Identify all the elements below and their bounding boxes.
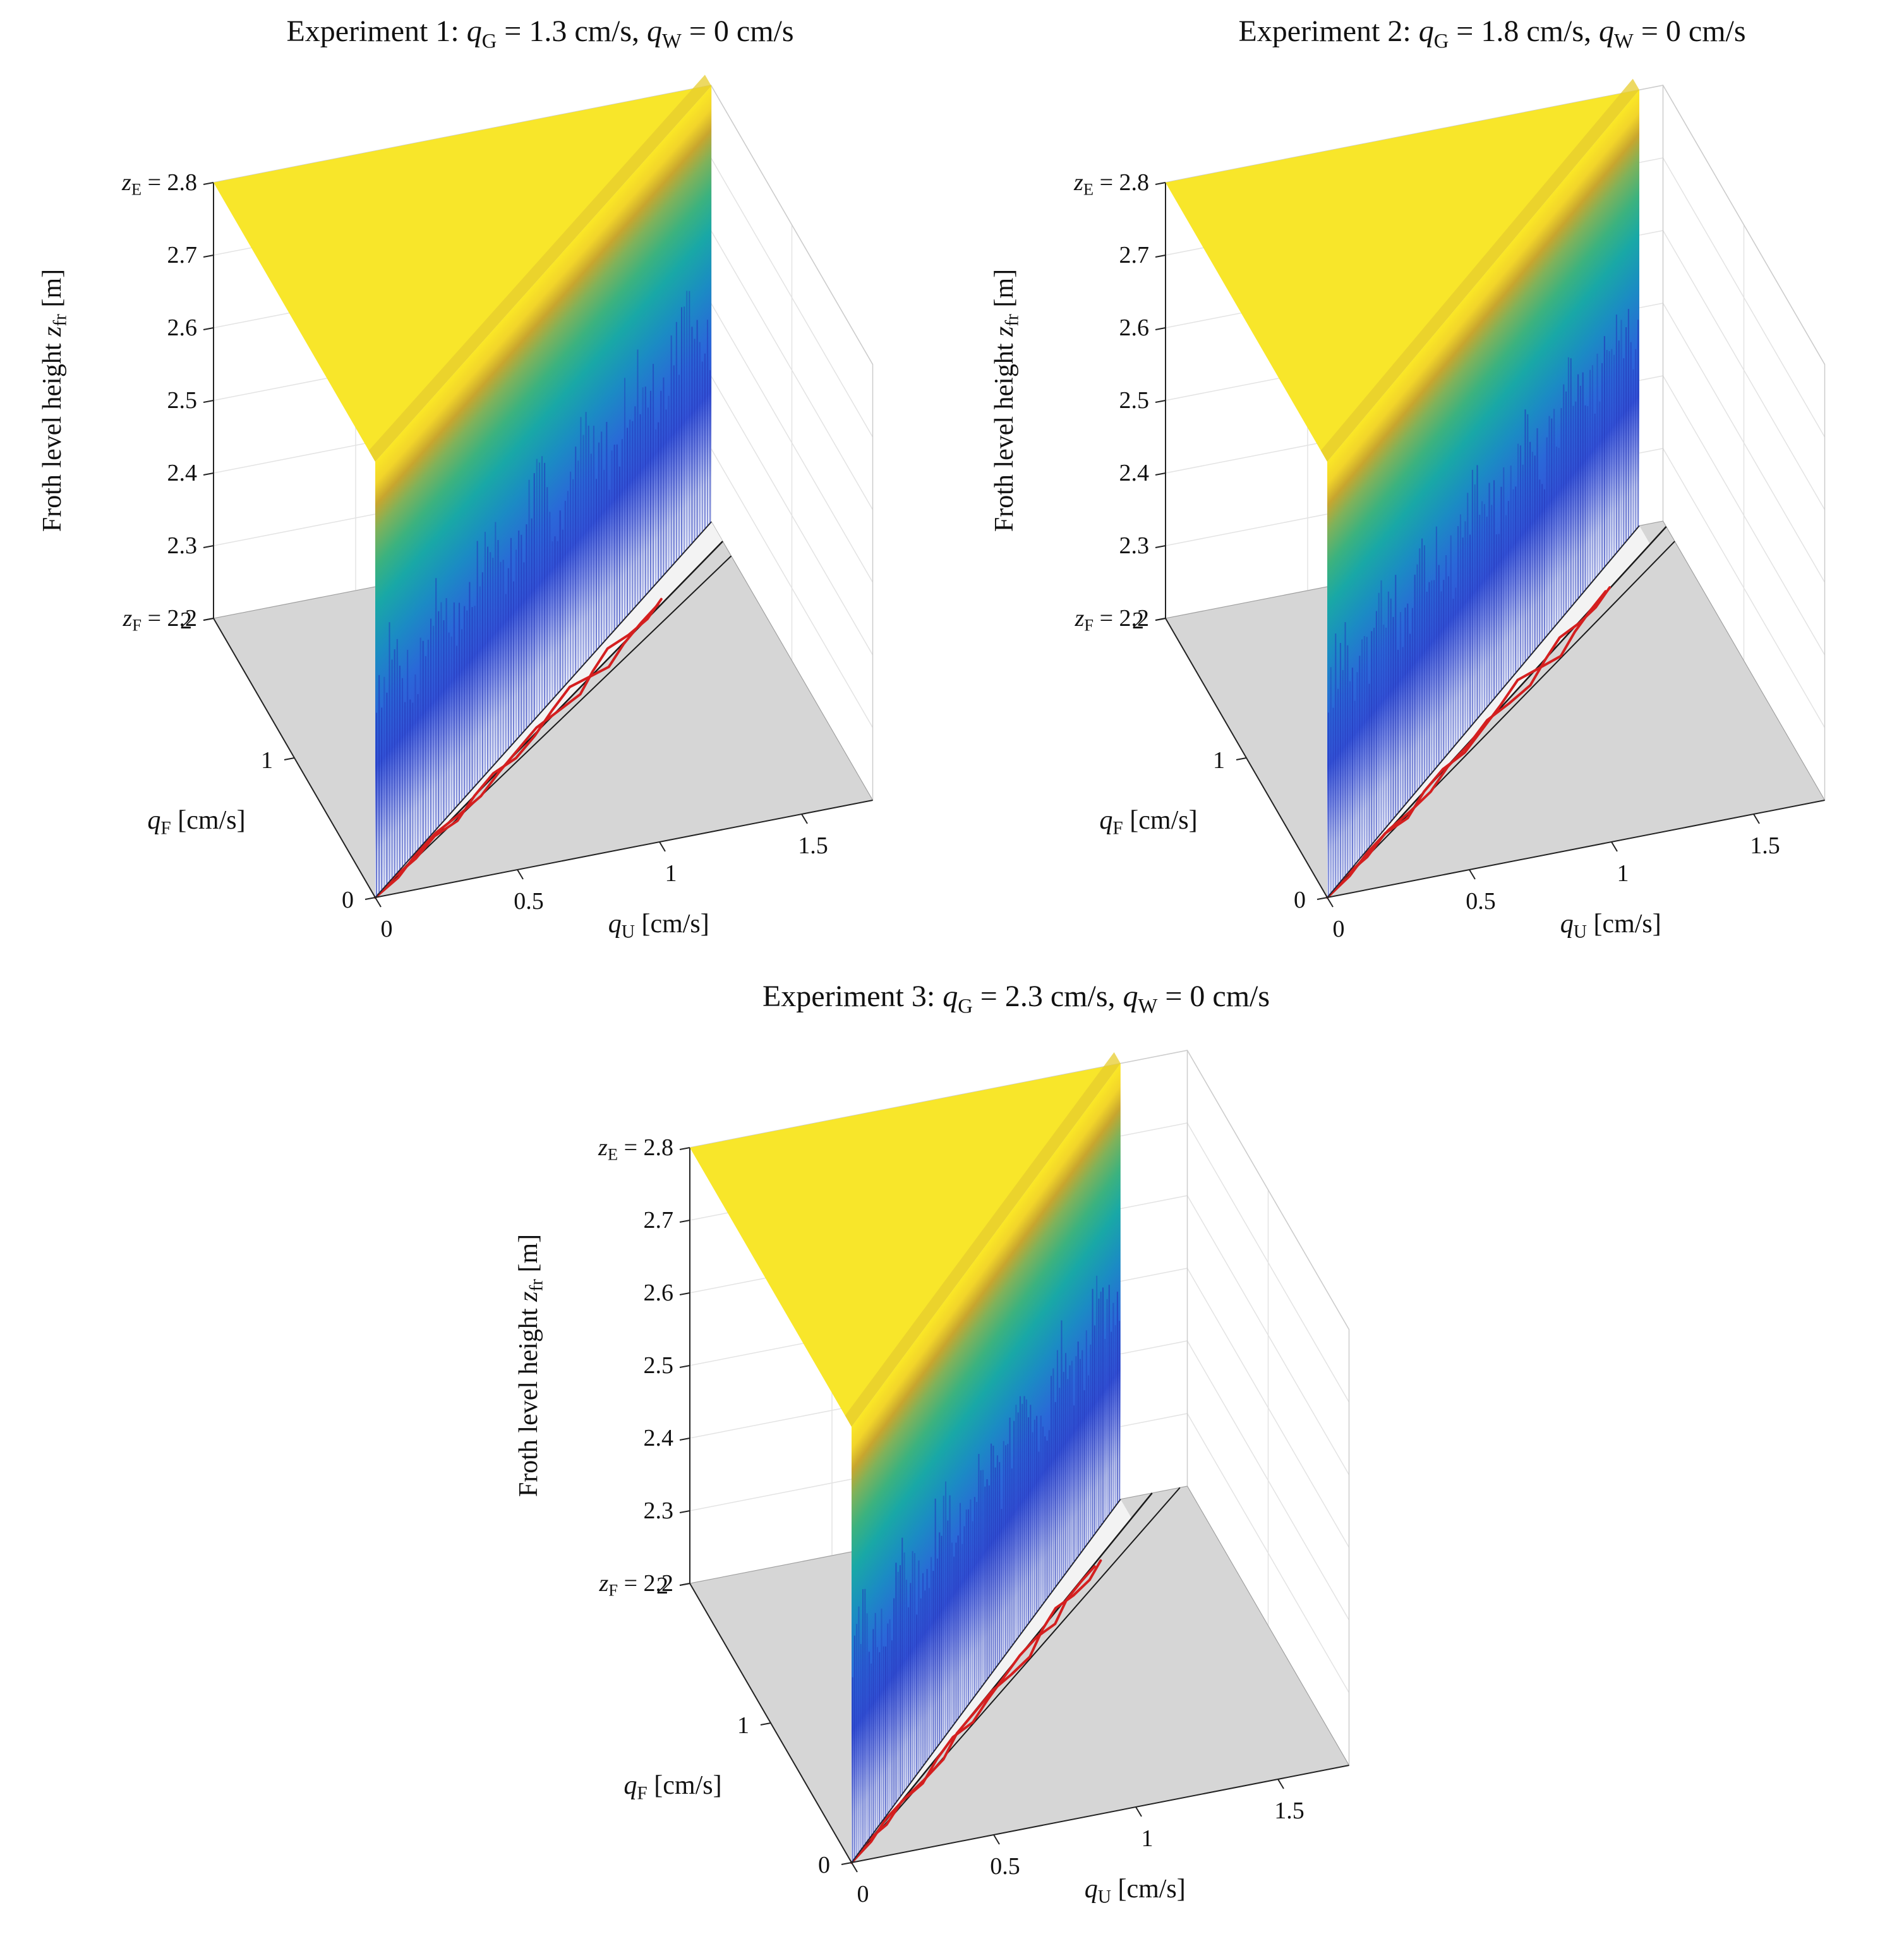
axes-box-edges bbox=[689, 1050, 1349, 1765]
z-axis-title: Froth level height zfr [m] bbox=[990, 269, 1022, 532]
x-tick-label: 0.5 bbox=[514, 888, 544, 915]
z-tick-label: zE = 2.8 bbox=[598, 1134, 673, 1164]
cap-bend-shading bbox=[845, 1052, 1121, 1427]
axis-labels: zE = 2.8 2.7 2.6 2.5 2.4 2.3 zF = 2.2 0 0.5 1 1.5 0… bbox=[990, 169, 1780, 942]
trajectory-curve bbox=[850, 1565, 1096, 1864]
cap-bend-shading bbox=[1320, 78, 1639, 462]
trajectory-curve bbox=[374, 603, 660, 899]
floor-strip bbox=[1327, 525, 1651, 897]
mesh-striations bbox=[376, 291, 711, 896]
floor-strip bbox=[851, 1499, 1131, 1863]
z-tick-label: zE = 2.8 bbox=[1073, 169, 1149, 199]
experiment-trajectories bbox=[850, 1559, 1102, 1864]
z-tick-label: 2.5 bbox=[167, 387, 198, 414]
z-tick-label: 2.3 bbox=[643, 1498, 673, 1524]
z-axis bbox=[679, 1147, 690, 1586]
trajectory-curve bbox=[1326, 590, 1607, 899]
y-tick-label: 0 bbox=[342, 887, 354, 913]
x-axis-title: qU [cm/s] bbox=[1084, 1875, 1185, 1907]
x-tick-label: 0 bbox=[1333, 916, 1345, 942]
experiment-3-title: Experiment 3: qG = 2.3 cm/s, qW = 0 cm/s bbox=[762, 980, 1270, 1018]
x-tick-label: 1 bbox=[1141, 1825, 1153, 1852]
experiment-trajectories bbox=[1326, 586, 1612, 899]
y-tick-label: 2 bbox=[180, 608, 192, 634]
z-axis-title: Froth level height zfr [m] bbox=[514, 1234, 546, 1497]
x-tick-label: 0.5 bbox=[1466, 888, 1496, 915]
z-tick-label: 2.7 bbox=[167, 242, 198, 268]
y-axis-title: qF [cm/s] bbox=[147, 806, 245, 838]
z-tick-label: 2.3 bbox=[167, 532, 198, 559]
experiment-1-title: Experiment 1: qG = 1.3 cm/s, qW = 0 cm/s bbox=[286, 15, 794, 53]
y-tick-label: 1 bbox=[1213, 747, 1225, 774]
axis-labels: zE = 2.8 2.7 2.6 2.5 2.4 2.3 zF = 2.2 0 0.5 1 1.5 0… bbox=[514, 1134, 1304, 1907]
z-tick-label: 2.4 bbox=[167, 460, 198, 486]
front-axes bbox=[1155, 618, 1825, 908]
experiment-3-panel: Experiment 3: qG = 2.3 cm/s, qW = 0 cm/s… bbox=[476, 965, 1428, 1930]
experiment-2-panel: Experiment 2: qG = 1.8 cm/s, qW = 0 cm/s… bbox=[952, 0, 1904, 965]
trajectory-curve bbox=[850, 1559, 1102, 1864]
x-tick-label: 1.5 bbox=[1750, 832, 1780, 859]
experiment-3-surface-plot: zE = 2.8 2.7 2.6 2.5 2.4 2.3 zF = 2.2 0 0.5 1 1.5 0… bbox=[514, 1050, 1349, 1907]
experiment-2-title: Experiment 2: qG = 1.8 cm/s, qW = 0 cm/s bbox=[1238, 15, 1746, 53]
z-tick-label: 2.6 bbox=[167, 315, 198, 341]
cap-bend-shading bbox=[368, 75, 712, 462]
x-tick-label: 1 bbox=[1617, 860, 1629, 887]
y-axis-title: qF [cm/s] bbox=[624, 1771, 721, 1803]
froth-surface-cap bbox=[689, 1052, 1121, 1427]
z-tick-label: zE = 2.8 bbox=[121, 169, 197, 199]
x-axis-title: qU [cm/s] bbox=[1560, 909, 1661, 942]
y-tick-label: 0 bbox=[1294, 887, 1306, 913]
z-tick-label: 2.5 bbox=[1119, 387, 1150, 414]
z-tick-label: 2.4 bbox=[1119, 460, 1150, 486]
z-tick-label: 2.6 bbox=[643, 1280, 673, 1306]
trajectory-curve bbox=[1326, 586, 1612, 899]
mesh-striations bbox=[852, 1275, 1120, 1861]
x-tick-label: 0.5 bbox=[990, 1853, 1020, 1880]
front-axes bbox=[679, 1583, 1349, 1873]
z-tick-label: zF = 2.2 bbox=[1074, 605, 1149, 635]
z-tick-label: 2.4 bbox=[643, 1425, 673, 1451]
x-tick-label: 0 bbox=[857, 1881, 869, 1907]
z-axis-title: Froth level height zfr [m] bbox=[38, 269, 70, 532]
z-axis bbox=[1155, 182, 1166, 621]
z-tick-label: 2.7 bbox=[1119, 242, 1150, 268]
bottom-row: Experiment 3: qG = 2.3 cm/s, qW = 0 cm/s… bbox=[0, 965, 1904, 1930]
floor-strip bbox=[375, 522, 723, 897]
z-tick-label: 2.7 bbox=[643, 1207, 673, 1234]
experiment-2-surface-plot: zE = 2.8 2.7 2.6 2.5 2.4 2.3 zF = 2.2 0 0.5 1 1.5 0… bbox=[990, 78, 1826, 942]
x-tick-label: 1.5 bbox=[1274, 1798, 1304, 1824]
z-tick-label: 2.6 bbox=[1119, 315, 1150, 341]
y-tick-label: 1 bbox=[261, 747, 273, 774]
z-axis bbox=[203, 182, 214, 621]
y-tick-label: 2 bbox=[1132, 608, 1144, 634]
y-axis-title: qF [cm/s] bbox=[1099, 806, 1197, 838]
experiment-trajectories bbox=[374, 597, 663, 899]
top-row: Experiment 1: qG = 1.3 cm/s, qW = 0 cm/s… bbox=[0, 0, 1904, 965]
trajectory-curve bbox=[374, 597, 663, 899]
x-tick-label: 1.5 bbox=[798, 832, 828, 859]
experiment-1-surface-plot: zE = 2.8 2.7 2.6 2.5 2.4 2.3 zF = 2.2 0 0.5 1 1.5 0… bbox=[38, 75, 874, 942]
y-tick-label: 0 bbox=[818, 1852, 830, 1878]
z-tick-label: zF = 2.2 bbox=[598, 1570, 673, 1600]
z-tick-label: zF = 2.2 bbox=[122, 605, 197, 635]
experiment-1-panel: Experiment 1: qG = 1.3 cm/s, qW = 0 cm/s… bbox=[0, 0, 952, 965]
front-axes bbox=[203, 618, 873, 908]
z-tick-label: 2.3 bbox=[1119, 532, 1150, 559]
x-tick-label: 0 bbox=[381, 916, 393, 942]
z-tick-label: 2.5 bbox=[643, 1352, 673, 1379]
axis-labels: zE = 2.8 2.7 2.6 2.5 2.4 2.3 zF = 2.2 0 0.5 1 1.5 0… bbox=[38, 169, 828, 942]
y-tick-label: 1 bbox=[737, 1712, 749, 1739]
mesh-striations bbox=[1327, 309, 1639, 896]
froth-surface-cap bbox=[1166, 78, 1639, 462]
y-tick-label: 2 bbox=[656, 1573, 668, 1599]
x-axis-title: qU [cm/s] bbox=[608, 909, 709, 942]
froth-surface-cap bbox=[214, 75, 712, 462]
x-tick-label: 1 bbox=[665, 860, 677, 887]
